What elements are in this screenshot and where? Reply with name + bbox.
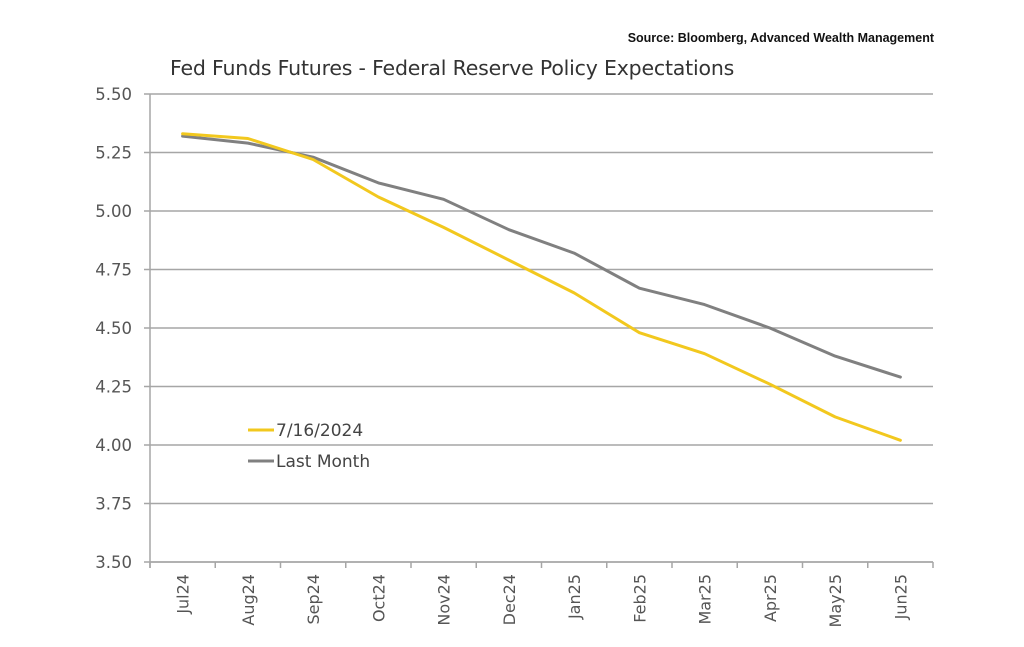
chart-title: Fed Funds Futures - Federal Reserve Poli…	[170, 56, 735, 80]
legend-label: Last Month	[276, 452, 370, 472]
y-axis-ticks: 5.50 5.25 5.00 4.75 4.50 4.25 4.00 3.75 3.50	[95, 85, 132, 572]
x-tick-label: Dec24	[500, 574, 519, 625]
x-tick-label: Mar25	[696, 574, 715, 625]
legend: 7/16/2024 Last Month	[248, 421, 370, 472]
series-line-current	[181, 132, 902, 442]
x-tick-label: Jan25	[565, 574, 584, 620]
x-tick-label: Feb25	[630, 574, 649, 623]
x-tick-label: Oct24	[369, 574, 388, 622]
x-tick-label: Jul24	[174, 574, 193, 615]
y-tick-label: 5.50	[95, 85, 132, 104]
y-tick-label: 5.25	[95, 144, 132, 163]
x-tick-label: Nov24	[435, 574, 454, 626]
y-tick-label: 4.50	[95, 319, 132, 338]
x-tick-label: Jun25	[891, 574, 910, 620]
x-tick-label: May25	[826, 574, 845, 627]
legend-label: 7/16/2024	[276, 421, 363, 441]
x-tick-label: Apr25	[761, 574, 780, 622]
series-lines	[181, 132, 902, 442]
x-axis-ticks: Jul24 Aug24 Sep24 Oct24 Nov24 Dec24 Jan25 Feb25…	[174, 574, 911, 627]
y-tick-label: 4.00	[95, 436, 132, 455]
axes	[149, 94, 934, 568]
y-tick-label: 3.75	[95, 495, 132, 514]
y-tick-label: 4.75	[95, 261, 132, 280]
gridlines	[144, 93, 933, 563]
series-line-last-month	[181, 134, 902, 379]
y-tick-label: 4.25	[95, 378, 132, 397]
source-note: Source: Bloomberg, Advanced Wealth Manag…	[627, 31, 934, 45]
y-tick-label: 3.50	[95, 553, 132, 572]
y-tick-label: 5.00	[95, 202, 132, 221]
x-tick-label: Aug24	[239, 574, 258, 626]
x-tick-label: Sep24	[304, 574, 323, 625]
